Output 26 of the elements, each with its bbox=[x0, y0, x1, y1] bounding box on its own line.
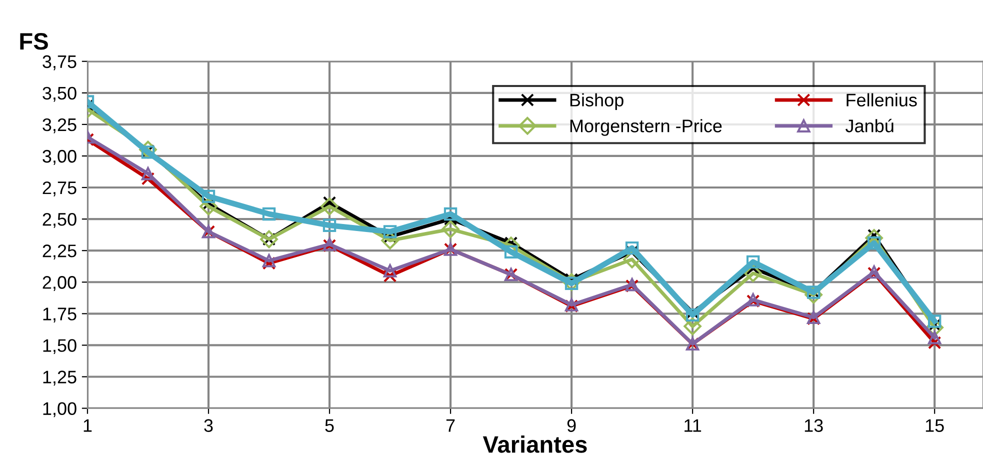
y-tick-label: 3,75 bbox=[42, 55, 76, 70]
y-tick-label: 1,25 bbox=[43, 370, 76, 386]
y-tick-label: 3,25 bbox=[42, 118, 76, 134]
x-tick-label: 1 bbox=[84, 419, 92, 432]
y-tick-label: 2,50 bbox=[42, 212, 76, 228]
legend-label: Janbú bbox=[846, 118, 894, 132]
y-tick-label: 3,00 bbox=[42, 150, 76, 165]
x-tick-label: 15 bbox=[926, 419, 944, 432]
y-tick-label: 1,00 bbox=[43, 402, 76, 418]
y-tick-label: 1,75 bbox=[43, 308, 76, 323]
x-tick-label: 7 bbox=[446, 419, 455, 432]
y-tick-label: 2,25 bbox=[42, 244, 76, 260]
x-tick-label: 13 bbox=[804, 419, 823, 432]
y-tick-label: 1,50 bbox=[43, 339, 76, 354]
x-tick-label: 9 bbox=[567, 419, 576, 432]
y-tick-label: 2,75 bbox=[42, 181, 76, 196]
legend-label: Bishop bbox=[570, 93, 624, 110]
y-tick-label: 3,50 bbox=[42, 86, 76, 102]
x-tick-label: 5 bbox=[325, 419, 334, 432]
legend-label: Fellenius bbox=[846, 93, 917, 106]
y-tick-label: 2,00 bbox=[42, 276, 76, 291]
x-axis-title: Variantes bbox=[482, 436, 587, 453]
x-tick-label: 3 bbox=[204, 419, 213, 432]
legend-label: Morgenstern -Price bbox=[570, 119, 722, 136]
x-tick-label: 11 bbox=[684, 419, 702, 432]
y-axis-title: FS bbox=[20, 33, 48, 50]
